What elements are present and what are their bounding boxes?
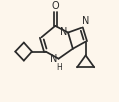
Text: O: O [51, 1, 59, 11]
Text: H: H [56, 63, 62, 72]
Text: N: N [60, 27, 68, 37]
Text: N: N [50, 54, 58, 64]
Text: N: N [82, 16, 89, 26]
